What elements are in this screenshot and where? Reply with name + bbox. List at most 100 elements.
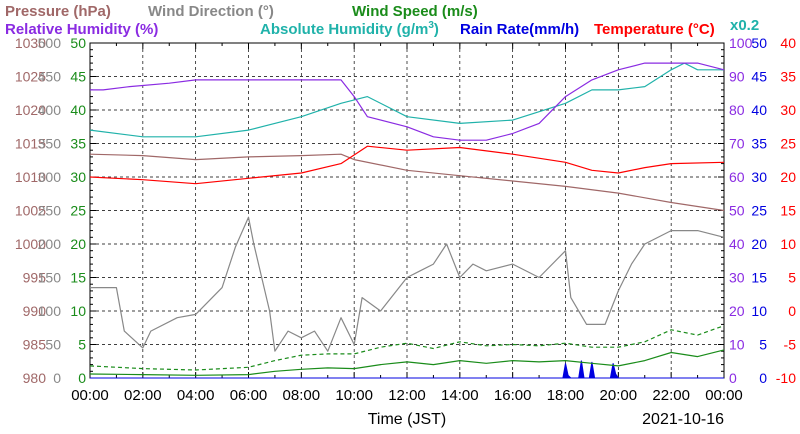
y-tick-label-pressure: 1025 [15,69,46,85]
y-tick-label-temperature: 10 [780,236,796,252]
y-tick-label-wind-direction: 400 [38,102,62,118]
y-tick-label-wind-direction: 500 [38,35,62,51]
x-tick-label: 10:00 [335,387,373,404]
series-relative-humidity [89,62,724,138]
y-tick-label-wind-speed: 5 [78,337,86,353]
y-tick-label-pressure: 985 [23,337,47,353]
y-tick-label-rain-rate: 35 [751,136,767,152]
y-tick-label-wind-direction: 0 [53,370,61,386]
y-tick-label-wind-direction: 250 [38,203,62,219]
y-tick-label-temperature: 20 [780,169,796,185]
grid-lines [90,43,724,378]
legend: Pressure (hPa) Wind Direction (°) Wind S… [5,3,759,38]
y-tick-label-relative-humidity: 100 [729,35,753,51]
x-tick-label: 22:00 [652,387,690,404]
y-tick-label-relative-humidity: 0 [729,370,737,386]
y-tick-label-relative-humidity: 80 [729,102,745,118]
y-tick-label-pressure: 1005 [15,203,46,219]
x-tick-label: 12:00 [388,387,426,404]
y-tick-label-wind-speed: 35 [70,136,86,152]
legend-absolute-humidity: Absolute Humidity (g/m3) [260,20,439,38]
y-tick-label-relative-humidity: 10 [729,337,745,353]
y-tick-label-pressure: 1020 [15,102,46,118]
y-tick-label-pressure: 990 [23,303,47,319]
y-tick-label-wind-speed: 25 [70,203,86,219]
y-tick-label-wind-speed: 15 [70,270,86,286]
legend-wind-speed: Wind Speed (m/s) [352,3,478,20]
x-tick-label: 00:00 [71,387,109,404]
y-tick-label-rain-rate: 50 [751,35,767,51]
y-tick-label-temperature: 35 [780,69,796,85]
y-tick-label-relative-humidity: 40 [729,236,745,252]
legend-relative-humidity: Relative Humidity (%) [5,21,158,38]
y-tick-label-pressure: 1010 [15,169,46,185]
y-tick-label-temperature: -5 [784,337,797,353]
y-tick-label-pressure: 1030 [15,35,46,51]
y-tick-label-pressure: 1015 [15,136,46,152]
y-tick-label-wind-speed: 50 [70,35,86,51]
y-tick-label-relative-humidity: 20 [729,303,745,319]
y-tick-label-temperature: 30 [780,102,796,118]
y-tick-label-wind-speed: 40 [70,102,86,118]
y-tick-label-wind-direction: 200 [38,236,62,252]
x-tick-label: 16:00 [494,387,532,404]
y-tick-label-rain-rate: 30 [751,169,767,185]
y-tick-label-pressure: 995 [23,270,47,286]
y-axes: 1030102510201015101010051000995990985980… [15,35,796,386]
y-tick-label-relative-humidity: 50 [729,203,745,219]
y-tick-label-rain-rate: 40 [751,102,767,118]
y-tick-label-wind-speed: 20 [70,236,86,252]
x-axis-label: Time (JST) [368,411,447,428]
date-label: 2021-10-16 [642,411,724,428]
y-tick-label-wind-speed: 45 [70,69,86,85]
y-tick-label-pressure: 980 [23,370,47,386]
y-tick-label-rain-rate: 25 [751,203,767,219]
series-rain-rate [90,360,724,379]
x-tick-label: 14:00 [441,387,479,404]
y-tick-label-wind-direction: 300 [38,169,62,185]
y-tick-label-relative-humidity: 70 [729,136,745,152]
y-tick-label-temperature: -10 [776,370,796,386]
legend-scale-note: x0.2 [730,17,759,34]
y-tick-label-temperature: 5 [788,270,796,286]
y-tick-label-rain-rate: 5 [759,337,767,353]
y-tick-label-wind-direction: 350 [38,136,62,152]
x-tick-label: 00:00 [705,387,743,404]
series-layer [89,62,725,379]
legend-wind-direction: Wind Direction (°) [148,3,274,20]
x-tick-label: 20:00 [600,387,638,404]
legend-rain-rate: Rain Rate(mm/h) [460,21,579,38]
y-tick-label-wind-direction: 100 [38,303,62,319]
x-axis: 00:00 02:00 04:00 06:00 08:00 10:00 12:00 14:00… [71,387,743,404]
y-tick-label-rain-rate: 20 [751,236,767,252]
y-tick-label-wind-direction: 450 [38,69,62,85]
series-wind-speed [89,349,725,376]
y-tick-label-temperature: 0 [788,303,796,319]
y-tick-label-rain-rate: 10 [751,303,767,319]
y-tick-label-temperature: 15 [780,203,796,219]
x-tick-label: 08:00 [283,387,321,404]
legend-pressure: Pressure (hPa) [5,3,111,20]
y-tick-label-rain-rate: 0 [759,370,767,386]
y-tick-label-wind-direction: 150 [38,270,62,286]
x-tick-label: 06:00 [230,387,268,404]
series-relative-humidity [90,62,725,141]
y-tick-label-relative-humidity: 60 [729,169,745,185]
y-tick-label-wind-speed: 0 [78,370,86,386]
series-pressure [89,153,725,212]
y-tick-label-rain-rate: 15 [751,270,767,286]
y-tick-label-relative-humidity: 90 [729,69,745,85]
series-temperature [89,145,725,185]
x-tick-label: 18:00 [547,387,585,404]
y-tick-label-wind-speed: 30 [70,169,86,185]
y-tick-label-relative-humidity: 30 [729,270,745,286]
legend-temperature: Temperature (°C) [594,21,715,38]
y-tick-label-temperature: 40 [780,35,796,51]
series-wind-speed-gust [89,325,725,371]
series-wind-direction [90,216,725,352]
y-tick-label-temperature: 25 [780,136,796,152]
y-tick-label-wind-direction: 50 [45,337,61,353]
y-tick-label-pressure: 1000 [15,236,46,252]
x-tick-label: 04:00 [177,387,215,404]
